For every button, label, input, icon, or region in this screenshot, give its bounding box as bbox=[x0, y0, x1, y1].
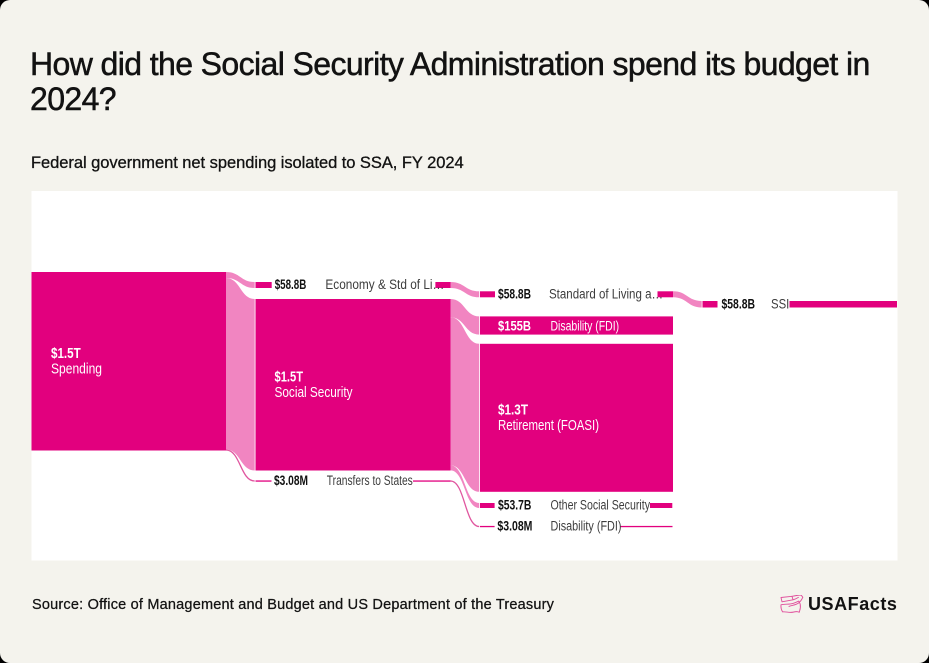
svg-text:Retirement (FOASI): Retirement (FOASI) bbox=[498, 417, 599, 434]
svg-text:Transfers to States: Transfers to States bbox=[327, 473, 413, 488]
svg-text:$1.5T: $1.5T bbox=[275, 369, 304, 386]
svg-text:$58.8B: $58.8B bbox=[498, 286, 531, 301]
svg-text:$53.7B: $53.7B bbox=[498, 498, 532, 513]
svg-text:Social Security: Social Security bbox=[275, 384, 353, 401]
svg-text:$1.3T: $1.3T bbox=[498, 402, 528, 419]
svg-text:$58.8B: $58.8B bbox=[275, 277, 307, 292]
svg-text:Other Social Security: Other Social Security bbox=[551, 498, 651, 513]
svg-text:Economy & Std of Li…: Economy & Std of Li… bbox=[325, 277, 444, 292]
svg-text:Spending: Spending bbox=[51, 361, 102, 378]
svg-text:$155B: $155B bbox=[498, 318, 531, 333]
svg-text:Standard of Living a…: Standard of Living a… bbox=[549, 286, 663, 301]
svg-text:$58.8B: $58.8B bbox=[722, 296, 756, 311]
svg-text:$3.08M: $3.08M bbox=[274, 473, 308, 488]
svg-text:SSI: SSI bbox=[771, 296, 789, 311]
svg-text:Disability (FDI): Disability (FDI) bbox=[551, 519, 622, 534]
svg-text:$1.5T: $1.5T bbox=[51, 345, 81, 362]
svg-text:$3.08M: $3.08M bbox=[497, 519, 532, 534]
svg-text:Disability (FDI): Disability (FDI) bbox=[551, 318, 620, 333]
